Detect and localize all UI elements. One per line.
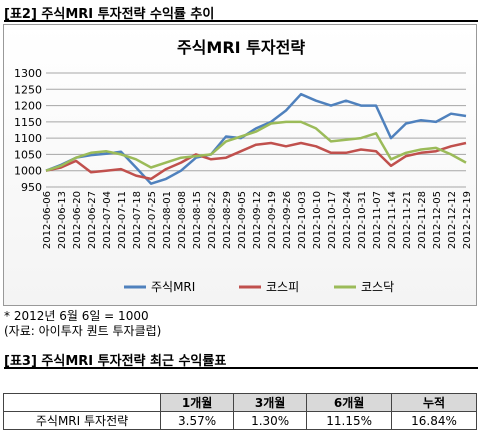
y-tick-label: 1150 bbox=[14, 116, 42, 129]
series-lines bbox=[45, 92, 467, 185]
x-tick-label: 2012-09-05 bbox=[237, 191, 248, 249]
cell-value: 16.84% bbox=[391, 411, 477, 430]
y-tick-label: 1100 bbox=[14, 132, 42, 145]
gridlines bbox=[46, 72, 466, 188]
y-tick-label: 1000 bbox=[14, 165, 42, 178]
cell-value: 1.30% bbox=[233, 411, 308, 430]
chart-panel: 주식MRI 투자전략 950 1000 1050 1100 1150 1200 1250 13… bbox=[3, 24, 477, 306]
y-tick-labels: 950 1000 1050 1100 1150 1200 1250 1300 bbox=[14, 67, 42, 194]
col-header: 누적 bbox=[391, 393, 477, 412]
x-tick-label: 2012-12-05 bbox=[432, 191, 443, 249]
y-tick-label: 1250 bbox=[14, 83, 42, 96]
x-tick-label: 2012-09-19 bbox=[267, 191, 278, 249]
x-tick-label: 2012-07-11 bbox=[117, 191, 128, 249]
x-tick-label: 2012-08-29 bbox=[222, 191, 233, 249]
col-header: 1개월 bbox=[160, 393, 235, 412]
legend-label: 주식MRI bbox=[151, 280, 195, 294]
legend: 주식MRI 코스피 코스닥 bbox=[124, 280, 394, 294]
x-tick-label: 2012-12-19 bbox=[462, 191, 473, 249]
x-tick-label: 2012-11-21 bbox=[402, 191, 413, 249]
table-header-row: 1개월 3개월 6개월 누적 bbox=[2, 393, 477, 412]
x-tick-label: 2012-10-17 bbox=[327, 191, 338, 249]
y-tick-label: 1200 bbox=[14, 100, 42, 113]
table-row: 주식MRI 투자전략 3.57% 1.30% 11.15% 16.84% bbox=[2, 411, 477, 430]
x-tick-label: 2012-06-27 bbox=[87, 191, 98, 249]
legend-label: 코스피 bbox=[266, 280, 299, 294]
x-tick-label: 2012-08-08 bbox=[177, 191, 188, 249]
x-tick-label: 2012-09-26 bbox=[282, 191, 293, 249]
row-label: 주식MRI 투자전략 bbox=[2, 411, 162, 430]
x-tick-label: 2012-10-10 bbox=[312, 191, 323, 249]
x-tick-label: 2012-06-20 bbox=[72, 191, 83, 249]
col-header: 6개월 bbox=[306, 393, 393, 412]
x-tick-label: 2012-07-04 bbox=[102, 191, 113, 249]
x-tick-label: 2012-08-22 bbox=[207, 191, 218, 249]
x-tick-labels: 2012-06-06 2012-06-13 2012-06-20 2012-06-27… bbox=[42, 191, 473, 249]
table-corner bbox=[2, 393, 162, 412]
table3-heading: [표3] 주식MRI 투자전략 최근 수익률표 bbox=[4, 354, 227, 369]
x-tick-label: 2012-06-13 bbox=[57, 191, 68, 249]
x-tick-label: 2012-11-28 bbox=[417, 191, 428, 249]
x-tick-label: 2012-10-03 bbox=[297, 191, 308, 249]
y-tick-label: 1050 bbox=[14, 148, 42, 161]
x-tick-label: 2012-07-18 bbox=[132, 191, 143, 249]
y-tick-label: 1300 bbox=[14, 67, 42, 80]
x-tick-label: 2012-07-25 bbox=[147, 191, 158, 249]
x-tick-label: 2012-10-31 bbox=[357, 191, 368, 249]
x-tick-label: 2012-11-07 bbox=[372, 191, 383, 249]
returns-table: 1개월 3개월 6개월 누적 주식MRI 투자전략 3.57% 1.30% 11… bbox=[2, 393, 477, 430]
base-note: * 2012년 6월 6일 = 1000 bbox=[4, 309, 149, 323]
series-line-코스피 bbox=[45, 141, 467, 181]
series-line-코스닥 bbox=[45, 120, 467, 172]
x-tick-label: 2012-06-06 bbox=[42, 191, 53, 249]
x-tick-label: 2012-10-24 bbox=[342, 191, 353, 249]
x-tick-label: 2012-09-12 bbox=[252, 191, 263, 249]
x-tick-label: 2012-11-14 bbox=[387, 191, 398, 249]
col-header: 3개월 bbox=[233, 393, 308, 412]
line-chart: 주식MRI 투자전략 950 1000 1050 1100 1150 1200 1250 13… bbox=[14, 38, 473, 294]
x-tick-label: 2012-12-12 bbox=[447, 191, 458, 249]
source-note: (자료: 아이투자 퀀트 투자클럽) bbox=[4, 324, 162, 338]
y-tick-label: 950 bbox=[21, 181, 42, 194]
x-tick-label: 2012-08-15 bbox=[192, 191, 203, 249]
cell-value: 11.15% bbox=[306, 411, 393, 430]
x-tick-label: 2012-08-01 bbox=[162, 191, 173, 249]
heading-rule bbox=[4, 20, 478, 22]
chart-title: 주식MRI 투자전략 bbox=[177, 38, 305, 57]
legend-label: 코스닥 bbox=[361, 280, 394, 294]
cell-value: 3.57% bbox=[160, 411, 235, 430]
heading-rule bbox=[4, 367, 478, 369]
table2-heading: [표2] 주식MRI 투자전략 수익률 추이 bbox=[4, 7, 215, 22]
